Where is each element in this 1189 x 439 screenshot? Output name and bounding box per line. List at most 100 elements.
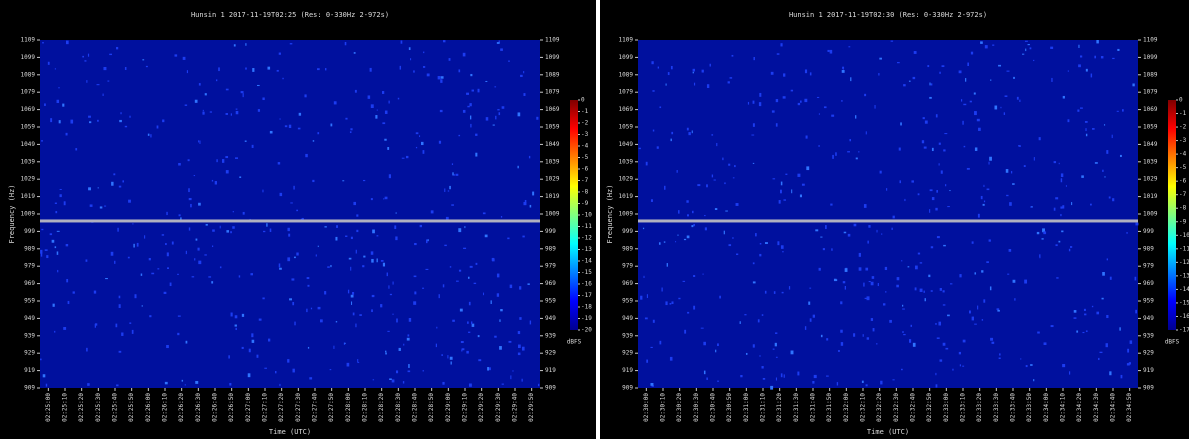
colorbar-tick-label: -19 [581, 315, 592, 322]
noise [441, 354, 443, 356]
noise [258, 109, 260, 112]
noise [46, 255, 48, 258]
noise [236, 109, 238, 110]
noise [819, 268, 821, 271]
noise [1106, 315, 1108, 318]
noise [423, 52, 424, 54]
noise [342, 180, 344, 181]
x-tick-label: 02:33:30 [993, 393, 1000, 422]
noise [461, 341, 464, 343]
noise [913, 77, 916, 79]
noise [66, 244, 68, 246]
noise [463, 110, 466, 113]
noise [997, 308, 1000, 310]
noise [773, 178, 776, 179]
noise [783, 199, 786, 200]
noise [233, 211, 234, 212]
x-tick-label: 02:27:00 [245, 393, 252, 422]
noise [132, 330, 134, 334]
colorbar-tick-label: -1 [1179, 110, 1187, 117]
noise [770, 386, 773, 390]
x-tick-label: 02:29:30 [495, 393, 502, 422]
noise [218, 67, 220, 71]
noise [1011, 171, 1012, 173]
noise [186, 341, 188, 344]
noise [869, 281, 871, 282]
y-tick-label: 949 [24, 315, 35, 322]
noise [324, 291, 326, 294]
noise [1081, 175, 1084, 178]
noise [878, 73, 879, 75]
noise [330, 265, 331, 267]
noise [1120, 155, 1122, 157]
noise [350, 131, 352, 133]
noise [466, 93, 469, 95]
colorbar-tick-label: -17 [1179, 327, 1189, 334]
noise [109, 54, 112, 55]
noise [1110, 277, 1112, 280]
noise [41, 253, 42, 256]
noise [241, 91, 244, 93]
noise [82, 56, 84, 58]
noise [1039, 254, 1040, 257]
noise [904, 199, 905, 201]
x-tick-label: 02:26:20 [178, 393, 185, 422]
noise [222, 159, 224, 163]
noise [841, 342, 843, 346]
noise [1019, 100, 1020, 102]
noise [483, 293, 484, 296]
noise [157, 268, 159, 269]
noise [1109, 371, 1111, 375]
noise [989, 157, 992, 161]
noise [975, 272, 977, 274]
noise [707, 84, 709, 88]
noise [1019, 145, 1021, 147]
noise [701, 328, 704, 329]
noise [42, 42, 44, 43]
noise [881, 233, 882, 234]
noise [423, 66, 425, 68]
noise [287, 228, 289, 231]
noise [835, 279, 837, 281]
noise [704, 371, 706, 375]
noise [354, 52, 356, 54]
noise [806, 166, 809, 170]
x-tick-label: 02:34:30 [1093, 393, 1100, 422]
noise [703, 342, 706, 345]
colorbar-tick-label: -2 [1179, 124, 1187, 131]
noise [849, 139, 851, 141]
noise [863, 334, 864, 337]
noise [88, 116, 91, 118]
noise [270, 131, 273, 134]
x-tick-label: 02:29:20 [478, 393, 485, 422]
noise [922, 140, 924, 143]
noise [678, 210, 680, 213]
noise [54, 331, 55, 333]
noise [1084, 309, 1086, 311]
noise [198, 261, 201, 264]
noise [733, 177, 735, 178]
noise [470, 124, 471, 128]
noise [939, 143, 941, 145]
colorbar-tick-label: -6 [581, 166, 589, 173]
noise [687, 128, 689, 131]
noise [493, 125, 495, 126]
noise [896, 285, 899, 288]
noise [865, 298, 867, 299]
x-tick-label: 02:29:50 [528, 393, 535, 422]
noise [389, 101, 390, 104]
noise [826, 338, 828, 340]
noise [908, 266, 910, 267]
colorbar-tick-label: -1 [581, 108, 589, 115]
noise [687, 236, 690, 239]
noise [818, 145, 819, 147]
noise [1122, 109, 1124, 111]
noise [226, 89, 229, 91]
noise [317, 132, 319, 134]
noise [385, 353, 387, 355]
noise [309, 377, 312, 379]
noise [918, 193, 920, 195]
noise [651, 199, 653, 202]
y2-tick-label: 1059 [1143, 124, 1158, 131]
noise [463, 248, 466, 249]
